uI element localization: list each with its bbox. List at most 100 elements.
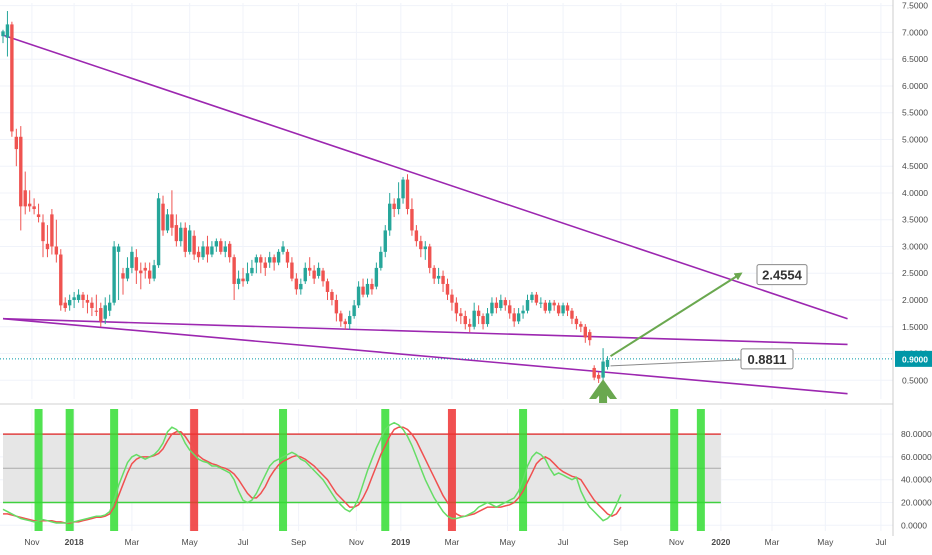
candle-body <box>445 283 450 295</box>
highlight-bar-green <box>110 409 119 531</box>
candle-body <box>254 257 259 263</box>
candle-body <box>67 300 72 306</box>
x-tick-label: Mar <box>445 537 460 547</box>
candle-body <box>388 203 392 231</box>
candle-body <box>565 305 570 311</box>
candle-body <box>508 305 512 314</box>
candle-body <box>414 230 419 242</box>
candle-body <box>521 310 525 314</box>
candle-body <box>450 294 454 303</box>
candle-body <box>156 198 161 266</box>
stochastic-highlight-bars <box>34 409 705 531</box>
candle-body <box>187 230 192 252</box>
trendline-1 <box>2 317 848 346</box>
callout-box-1 <box>756 264 808 286</box>
candle-body <box>236 278 241 284</box>
x-tick-label: Nov <box>24 537 40 547</box>
current-price-label: 0.9000 <box>902 354 928 364</box>
candle-body <box>588 332 592 341</box>
trendline-0 <box>2 34 848 320</box>
candle-body <box>196 251 201 258</box>
candle-body <box>23 190 27 207</box>
candle-body <box>116 246 121 252</box>
candle-body <box>574 318 579 325</box>
candle-body <box>259 257 263 263</box>
candle-body <box>485 313 490 325</box>
candle-body <box>494 302 499 309</box>
candle-body <box>370 283 374 290</box>
candle-body <box>250 267 254 274</box>
highlight-bar-green <box>279 409 288 531</box>
oscillator-tick-label: 0.0000 <box>901 520 927 530</box>
candle-body <box>165 214 170 231</box>
candle-body <box>81 294 85 300</box>
candle-body <box>147 270 152 279</box>
candle-body <box>183 227 187 252</box>
callout-box-0 <box>740 348 794 370</box>
candle-body <box>556 305 561 314</box>
price-tick-label: 4.0000 <box>902 188 928 198</box>
candle-body <box>14 136 19 150</box>
candle-body <box>5 24 10 38</box>
candle-body <box>356 286 361 306</box>
candle-body <box>170 214 174 228</box>
x-tick-label: Jul <box>238 537 249 547</box>
stochastic-band <box>3 433 721 504</box>
oscillator-tick-label: 40.0000 <box>901 475 932 485</box>
candle-body <box>72 297 76 300</box>
candle-body <box>63 302 67 309</box>
candle-body <box>605 359 610 367</box>
x-tick-label: May <box>499 537 516 547</box>
candle-body <box>32 206 36 210</box>
highlight-bar-green <box>670 409 679 531</box>
price-tick-label: 4.5000 <box>902 161 928 171</box>
candle-body <box>241 278 245 282</box>
candle-body <box>201 246 205 258</box>
current-price-tag <box>895 350 932 367</box>
candle-body <box>419 241 423 250</box>
candle-body <box>299 283 303 290</box>
candle-body <box>348 316 352 325</box>
candle-body <box>192 235 196 255</box>
candle-body <box>570 310 574 319</box>
candle-body <box>303 267 307 282</box>
candle-body <box>121 273 125 279</box>
highlight-bar-green <box>34 409 43 531</box>
candle-body <box>45 243 50 250</box>
x-tick-label: Nov <box>669 537 685 547</box>
candle-body <box>139 270 143 274</box>
stochastic-k-line <box>2 421 622 524</box>
candle-body <box>85 300 90 303</box>
candle-body <box>205 246 210 255</box>
candle-body <box>472 310 476 327</box>
candle-body <box>468 324 472 327</box>
candle-body <box>59 254 63 306</box>
candle-body <box>539 302 543 304</box>
x-tick-label: May <box>182 537 199 547</box>
price-tick-label: 2.0000 <box>902 295 928 305</box>
price-tick-label: 5.0000 <box>902 134 928 144</box>
candle-body <box>130 251 134 268</box>
candle-body <box>530 294 534 300</box>
candle-body <box>290 262 294 279</box>
candle-body <box>459 313 463 317</box>
candle-body <box>27 203 32 207</box>
callout-pointer <box>610 359 742 367</box>
candle-body <box>343 321 347 325</box>
candle-body <box>383 230 387 252</box>
candle-body <box>210 246 214 255</box>
candle-body <box>99 308 103 322</box>
annotations[interactable]: 0.8811 2.4554 <box>0 264 893 403</box>
trendlines[interactable] <box>2 34 848 395</box>
candle-body <box>179 227 183 242</box>
candle-body <box>316 267 321 276</box>
candle-body <box>10 24 14 132</box>
candle-body <box>339 313 343 322</box>
highlight-bar-green <box>381 409 390 531</box>
highlight-bar-red <box>190 409 199 531</box>
candle-body <box>263 262 267 268</box>
candle-body <box>219 241 223 252</box>
candle-body <box>503 300 507 306</box>
